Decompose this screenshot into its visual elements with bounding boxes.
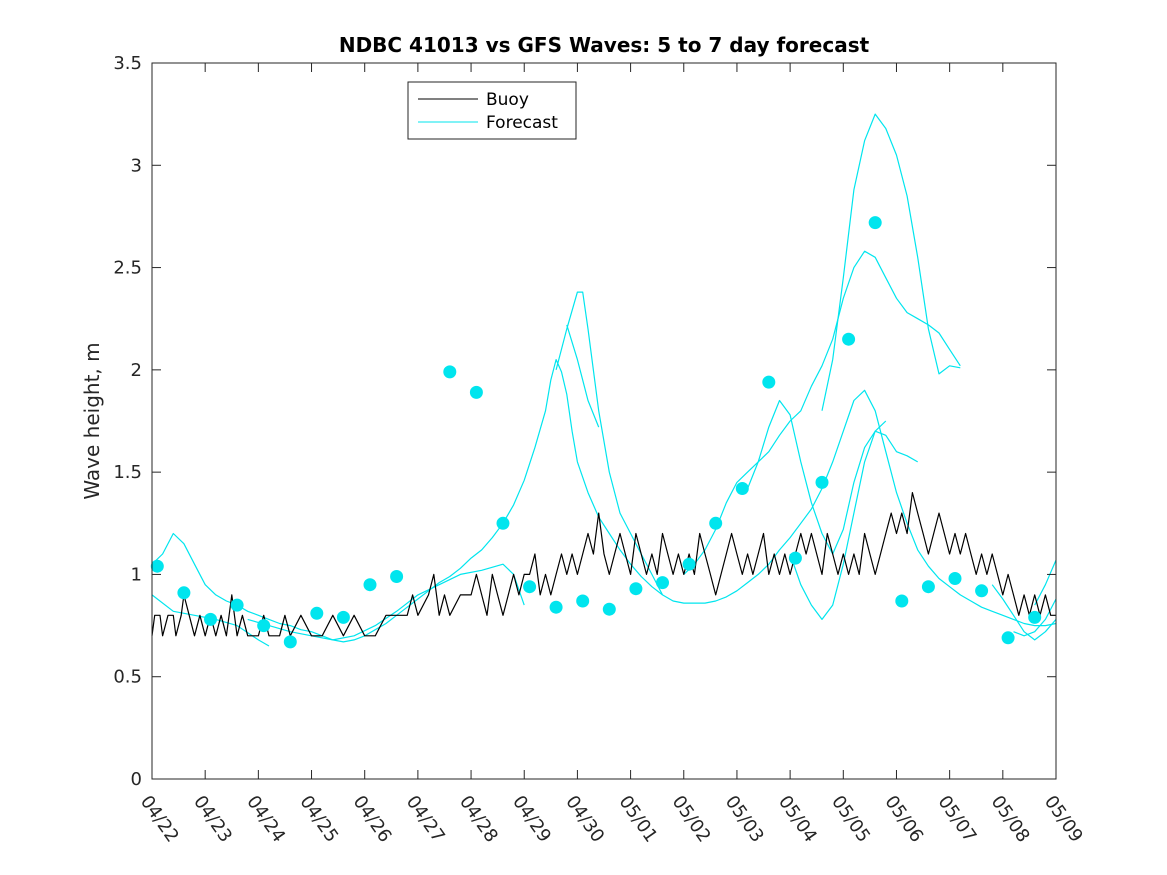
forecast-marker-31	[1001, 631, 1015, 645]
forecast-marker-27	[895, 594, 909, 608]
forecast-series-line-7	[566, 324, 600, 428]
forecast-marker-5	[283, 635, 297, 649]
forecast-marker-6	[310, 606, 324, 620]
y-tick-label-0: 0	[131, 769, 142, 790]
plot-area: 00.511.522.533.504/22 04/23 04/24 04/25 04/2…	[113, 53, 1087, 846]
y-tick-label-5: 2.5	[113, 258, 142, 279]
forecast-marker-26	[868, 216, 882, 230]
legend-label-buoy: Buoy	[486, 90, 529, 110]
forecast-marker-30	[975, 584, 989, 598]
forecast-marker-3	[230, 598, 244, 612]
y-axis-label: Wave height, m	[80, 342, 104, 499]
forecast-marker-25	[842, 332, 856, 346]
forecast-marker-20	[709, 516, 723, 530]
forecast-marker-22	[762, 375, 776, 389]
y-tick-label-3: 1.5	[113, 462, 142, 483]
forecast-marker-24	[815, 475, 829, 489]
forecast-marker-9	[390, 570, 404, 583]
forecast-series-line-8	[991, 584, 1057, 641]
forecast-marker-32	[1028, 610, 1042, 624]
y-tick-label-4: 2	[131, 360, 142, 381]
forecast-series-line-10	[1034, 559, 1057, 606]
y-tick-label-1: 0.5	[113, 667, 142, 688]
forecast-marker-4	[257, 619, 271, 633]
y-tick-label-2: 1	[131, 564, 142, 585]
forecast-marker-10	[443, 365, 457, 379]
forecast-marker-11	[469, 385, 483, 399]
axes-frame	[151, 62, 1057, 780]
forecast-series-line-3	[821, 113, 961, 411]
legend-label-forecast: Forecast	[486, 113, 558, 133]
forecast-marker-21	[735, 482, 749, 495]
forecast-series-line-1	[151, 359, 1057, 643]
forecast-series-line-12	[247, 563, 525, 641]
chart-title: NDBC 41013 vs GFS Waves: 5 to 7 day fore…	[339, 33, 870, 57]
forecast-marker-8	[363, 578, 377, 592]
legend-box	[407, 81, 577, 140]
forecast-series-line-9	[1013, 598, 1057, 637]
forecast-series-line-2	[683, 250, 961, 575]
legend: Buoy Forecast	[407, 81, 577, 140]
forecast-marker-12	[496, 516, 510, 530]
forecast-marker-18	[656, 576, 669, 590]
forecast-marker-29	[948, 572, 962, 585]
forecast-marker-16	[602, 602, 616, 616]
series-layer	[150, 113, 1057, 649]
forecast-marker-7	[336, 610, 350, 624]
forecast-marker-2	[204, 612, 217, 626]
forecast-series-line-5	[789, 420, 887, 621]
y-tick-label-6: 3	[131, 155, 142, 176]
forecast-marker-19	[682, 557, 696, 571]
forecast-marker-17	[629, 582, 643, 596]
forecast-marker-15	[576, 594, 590, 608]
forecast-series-line-6	[555, 291, 664, 596]
forecast-marker-23	[788, 551, 802, 565]
forecast-marker-13	[523, 580, 537, 594]
forecast-marker-14	[549, 600, 563, 614]
forecast-marker-1	[177, 586, 191, 600]
y-tick-label-7: 3.5	[113, 53, 142, 74]
axes-background	[152, 63, 1056, 779]
forecast-marker-28	[921, 580, 935, 594]
forecast-marker-0	[150, 559, 164, 573]
